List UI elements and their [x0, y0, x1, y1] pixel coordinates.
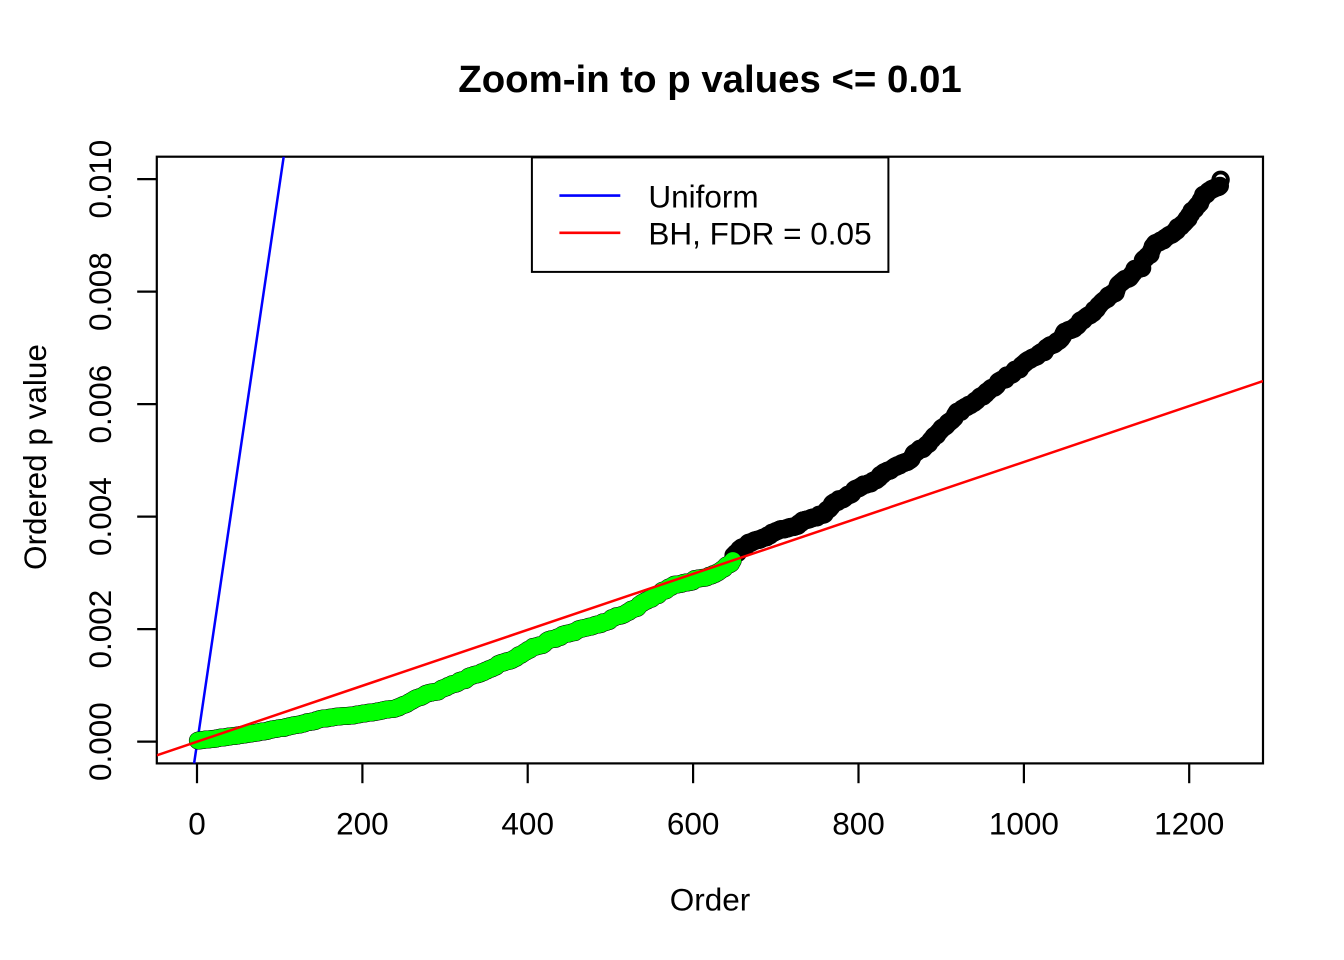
svg-text:200: 200	[336, 806, 389, 842]
svg-text:Order: Order	[670, 882, 751, 918]
svg-text:0.000: 0.000	[82, 702, 118, 781]
svg-text:Zoom-in to p values <= 0.01: Zoom-in to p values <= 0.01	[458, 58, 961, 101]
svg-text:400: 400	[501, 806, 554, 842]
svg-text:1200: 1200	[1154, 806, 1224, 842]
svg-text:0.006: 0.006	[82, 365, 118, 444]
svg-text:0.008: 0.008	[82, 252, 118, 331]
svg-text:600: 600	[667, 806, 720, 842]
svg-text:0.002: 0.002	[82, 590, 118, 669]
svg-text:1000: 1000	[989, 806, 1059, 842]
svg-text:Uniform: Uniform	[648, 178, 758, 214]
svg-text:0.004: 0.004	[82, 477, 118, 556]
svg-text:800: 800	[832, 806, 885, 842]
svg-text:BH, FDR = 0.05: BH, FDR = 0.05	[648, 216, 871, 252]
svg-text:0: 0	[188, 806, 206, 842]
svg-text:Ordered p value: Ordered p value	[17, 344, 53, 570]
svg-text:0.010: 0.010	[82, 140, 118, 219]
